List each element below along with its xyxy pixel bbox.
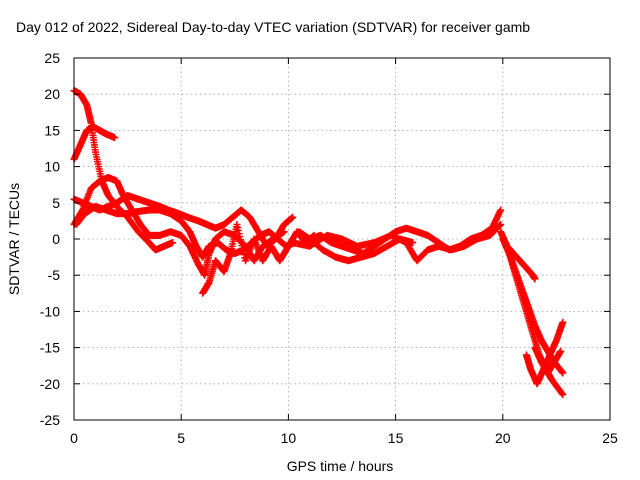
data-points bbox=[70, 87, 567, 399]
chart-title: Day 012 of 2022, Sidereal Day-to-day VTE… bbox=[16, 19, 530, 35]
x-tick-label: 20 bbox=[495, 430, 511, 446]
series-track-8 bbox=[289, 221, 505, 265]
data-point bbox=[111, 134, 119, 142]
y-tick-label: 20 bbox=[44, 86, 60, 102]
y-tick-label: 10 bbox=[44, 159, 60, 175]
y-tick-label: -20 bbox=[40, 376, 60, 392]
y-tick-label: 15 bbox=[44, 122, 60, 138]
data-point bbox=[531, 275, 539, 283]
data-point bbox=[559, 369, 567, 377]
data-point bbox=[558, 389, 566, 397]
y-tick-label: -15 bbox=[40, 340, 60, 356]
data-point bbox=[169, 239, 177, 247]
data-point bbox=[409, 239, 417, 247]
data-point bbox=[559, 318, 567, 326]
x-tick-label: 5 bbox=[177, 430, 185, 446]
y-axis-label: SDTVAR / TECUs bbox=[6, 183, 22, 295]
y-tick-label: 25 bbox=[44, 50, 60, 66]
series-track-1 bbox=[70, 87, 177, 254]
x-tick-label: 25 bbox=[602, 430, 618, 446]
series-track-14 bbox=[531, 344, 565, 377]
y-tick-label: 0 bbox=[52, 231, 60, 247]
series-track-2 bbox=[70, 123, 119, 163]
x-axis-label: GPS time / hours bbox=[287, 458, 394, 474]
series-track-13 bbox=[522, 318, 567, 388]
data-point bbox=[496, 221, 504, 229]
data-point bbox=[557, 347, 565, 355]
x-tick-label: 15 bbox=[388, 430, 404, 446]
y-tick-label: -10 bbox=[40, 303, 60, 319]
y-tick-label: -5 bbox=[48, 267, 61, 283]
y-tick-label: -25 bbox=[40, 412, 60, 428]
tick-labels: 0 5 10 15 20 25 -25 -20 -15 -10 -5 0 5 10 15 20 25 bbox=[40, 50, 618, 446]
series-track-4 bbox=[70, 192, 297, 250]
series-track-9 bbox=[306, 235, 417, 265]
series-track-12 bbox=[503, 242, 539, 283]
data-point bbox=[559, 391, 567, 399]
data-point bbox=[497, 206, 505, 214]
data-point bbox=[497, 221, 505, 229]
x-tick-label: 0 bbox=[70, 430, 78, 446]
data-point bbox=[289, 213, 297, 221]
y-tick-label: 5 bbox=[52, 195, 60, 211]
axis-ticks bbox=[73, 57, 611, 421]
x-tick-label: 10 bbox=[281, 430, 297, 446]
